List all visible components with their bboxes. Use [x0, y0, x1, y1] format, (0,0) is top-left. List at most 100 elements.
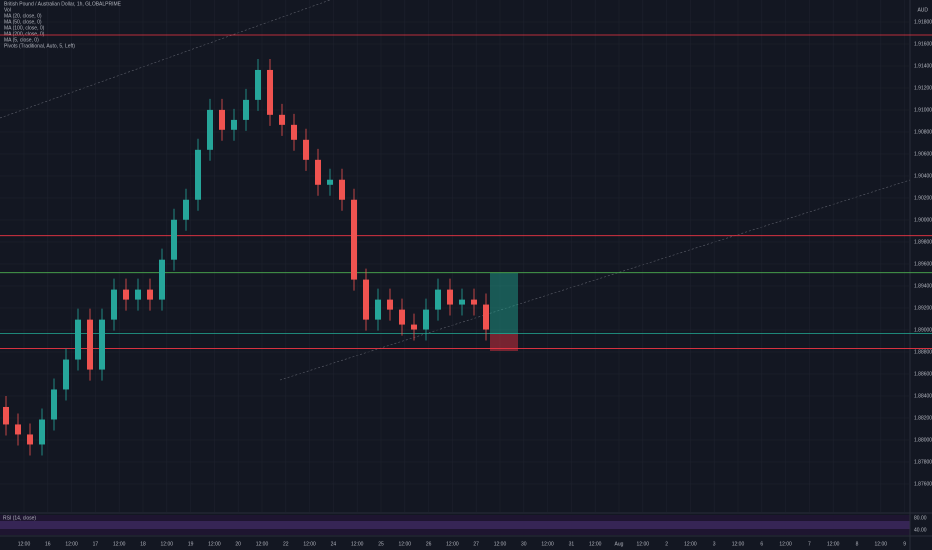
candle-body [291, 124, 297, 140]
candle-body [123, 289, 129, 300]
candle-body [111, 289, 117, 320]
trend-line [0, 0, 331, 119]
rsi-band [0, 521, 910, 529]
x-tick-label: 25 [378, 541, 384, 547]
y-tick-label: 1.88800 [914, 349, 932, 355]
candle-body [219, 109, 225, 130]
candle-body [363, 279, 369, 320]
x-tick-label: 12:00 [161, 541, 174, 547]
candle-body [39, 419, 45, 445]
y-tick-label: 1.89400 [914, 283, 932, 289]
y-tick-label: 1.91800 [914, 19, 932, 25]
chart-title: British Pound / Australian Dollar, 1h, G… [4, 1, 122, 7]
y-tick-label: 1.87600 [914, 481, 932, 487]
y-tick-label: 1.89600 [914, 261, 932, 267]
x-tick-label: 12:00 [684, 541, 697, 547]
candle-body [327, 179, 333, 185]
x-tick-label: 12:00 [875, 541, 888, 547]
currency-label: AUD [917, 7, 928, 13]
x-tick-label: 12:00 [589, 541, 602, 547]
x-tick-label: 12:00 [65, 541, 78, 547]
x-tick-label: 24 [331, 541, 337, 547]
candle-body [279, 114, 285, 125]
candle-body [183, 199, 189, 220]
indicator-label: MA (5, close, 0) [4, 37, 39, 43]
indicator-label: MA (50, close, 0) [4, 19, 42, 25]
candle-body [375, 299, 381, 320]
x-tick-label: 12:00 [541, 541, 554, 547]
candle-body [3, 406, 9, 425]
candle-body [447, 289, 453, 305]
candle-body [195, 149, 201, 200]
x-tick-label: 6 [760, 541, 763, 547]
indicator-label: MA (200, close, 0) [4, 31, 45, 37]
candle-body [399, 309, 405, 325]
y-tick-label: 1.91600 [914, 41, 932, 47]
y-tick-label: 1.88000 [914, 437, 932, 443]
y-tick-label: 1.90400 [914, 173, 932, 179]
x-tick-label: 3 [713, 541, 716, 547]
x-tick-label: 8 [856, 541, 859, 547]
candle-body [87, 319, 93, 370]
x-tick-label: 12:00 [779, 541, 792, 547]
y-tick-label: 1.87800 [914, 459, 932, 465]
candle-body [51, 389, 57, 420]
x-tick-label: 18 [140, 541, 146, 547]
rsi-tick-label: 80.00 [914, 515, 927, 521]
y-tick-label: 1.91000 [914, 107, 932, 113]
candle-body [423, 309, 429, 330]
indicator-label: Vol [4, 7, 11, 13]
candle-body [471, 299, 477, 305]
x-tick-label: 17 [93, 541, 99, 547]
candle-body [99, 319, 105, 370]
grid [0, 0, 910, 512]
y-tick-label: 1.89200 [914, 305, 932, 311]
x-tick-label: 22 [283, 541, 289, 547]
candle-body [15, 424, 21, 435]
x-tick-label: 30 [521, 541, 527, 547]
y-tick-label: 1.90800 [914, 129, 932, 135]
x-tick-label: Aug [615, 541, 624, 547]
x-tick-label: 12:00 [494, 541, 507, 547]
x-tick-label: 12:00 [256, 541, 269, 547]
x-tick-label: 12:00 [399, 541, 412, 547]
y-tick-label: 1.91200 [914, 85, 932, 91]
x-tick-label: 12:00 [446, 541, 459, 547]
x-tick-label: 19 [188, 541, 194, 547]
candle-body [63, 359, 69, 390]
y-tick-label: 1.88600 [914, 371, 932, 377]
candle-body [303, 139, 309, 160]
x-tick-label: 2 [665, 541, 668, 547]
x-tick-label: 20 [235, 541, 241, 547]
y-tick-label: 1.91400 [914, 63, 932, 69]
rsi-panel [0, 515, 910, 535]
x-tick-label: 31 [569, 541, 575, 547]
indicator-label: MA (20, close, 0) [4, 13, 42, 19]
rsi-tick-label: 40.00 [914, 527, 927, 533]
candle-body [459, 299, 465, 305]
y-tick-label: 1.90200 [914, 195, 932, 201]
rsi-label: RSI (14, close) [3, 515, 36, 521]
x-tick-label: 27 [473, 541, 479, 547]
y-tick-label: 1.89000 [914, 327, 932, 333]
x-tick-label: 12:00 [303, 541, 316, 547]
candle-body [483, 304, 489, 330]
indicator-label: Pivots (Traditional, Auto, 5, Left) [4, 43, 75, 49]
y-tick-label: 1.88200 [914, 415, 932, 421]
y-tick-label: 1.90000 [914, 217, 932, 223]
candle-body [255, 69, 261, 100]
x-tick-label: 12:00 [113, 541, 126, 547]
candle-body [339, 179, 345, 200]
x-tick-label: 12:00 [18, 541, 31, 547]
candle-body [207, 109, 213, 150]
long-position-loss [490, 334, 518, 351]
x-tick-label: 12:00 [732, 541, 745, 547]
candle-body [147, 289, 153, 300]
x-tick-label: 12:00 [827, 541, 840, 547]
candle-body [315, 159, 321, 185]
x-tick-label: 9 [903, 541, 906, 547]
candle-body [267, 69, 273, 115]
candle-body [171, 219, 177, 260]
